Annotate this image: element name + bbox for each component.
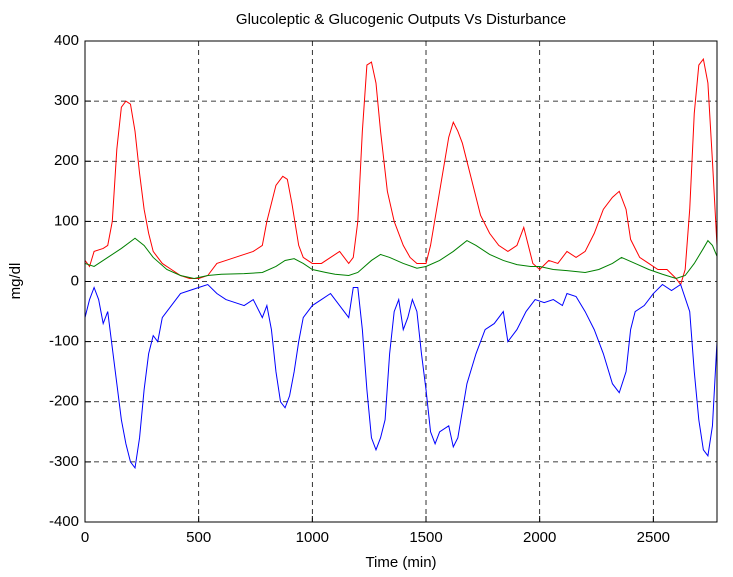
y-tick-label: 0 xyxy=(71,272,79,289)
x-axis-label: Time (min) xyxy=(365,554,436,571)
y-tick-label: 300 xyxy=(54,92,79,109)
x-tick-label: 1500 xyxy=(409,529,442,546)
series-line xyxy=(84,237,718,280)
series-line xyxy=(84,57,718,286)
y-tick-label: 400 xyxy=(54,32,79,49)
lines xyxy=(84,57,718,470)
y-tick-label: 200 xyxy=(54,152,79,169)
x-tick-label: 1000 xyxy=(296,529,329,546)
y-tick-label: -100 xyxy=(49,333,79,350)
y-tick-label: -200 xyxy=(49,393,79,410)
x-tick-label: 500 xyxy=(186,529,211,546)
x-tick-label: 2500 xyxy=(637,529,670,546)
series-line xyxy=(84,283,718,470)
axes-box xyxy=(84,40,718,523)
x-tick-label: 0 xyxy=(81,529,89,546)
y-tick-label: -300 xyxy=(49,453,79,470)
y-tick-label: 100 xyxy=(54,212,79,229)
chart-title: Glucoleptic & Glucogenic Outputs Vs Dist… xyxy=(236,11,566,28)
y-axis-label: mg/dl xyxy=(7,263,24,300)
y-tick-label: -400 xyxy=(49,513,79,530)
x-tick-label: 2000 xyxy=(523,529,556,546)
